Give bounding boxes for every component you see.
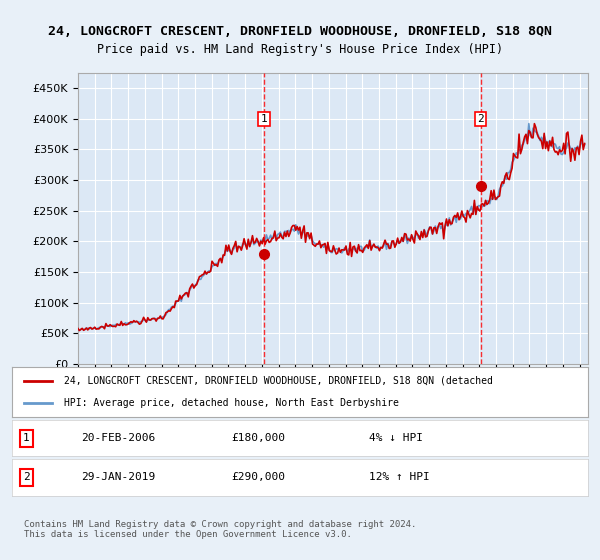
Text: 2: 2 [477,114,484,124]
Text: 1: 1 [23,433,30,443]
Text: Contains HM Land Registry data © Crown copyright and database right 2024.
This d: Contains HM Land Registry data © Crown c… [24,520,416,539]
Text: 20-FEB-2006: 20-FEB-2006 [81,433,155,443]
Text: 2: 2 [23,473,30,482]
Text: 24, LONGCROFT CRESCENT, DRONFIELD WOODHOUSE, DRONFIELD, S18 8QN: 24, LONGCROFT CRESCENT, DRONFIELD WOODHO… [48,25,552,38]
Text: 1: 1 [260,114,268,124]
Text: HPI: Average price, detached house, North East Derbyshire: HPI: Average price, detached house, Nort… [64,398,399,408]
Text: £290,000: £290,000 [231,473,285,482]
Text: £180,000: £180,000 [231,433,285,443]
Text: 12% ↑ HPI: 12% ↑ HPI [369,473,430,482]
Text: 24, LONGCROFT CRESCENT, DRONFIELD WOODHOUSE, DRONFIELD, S18 8QN (detached: 24, LONGCROFT CRESCENT, DRONFIELD WOODHO… [64,376,493,386]
Text: 29-JAN-2019: 29-JAN-2019 [81,473,155,482]
Text: Price paid vs. HM Land Registry's House Price Index (HPI): Price paid vs. HM Land Registry's House … [97,43,503,56]
Text: 4% ↓ HPI: 4% ↓ HPI [369,433,423,443]
